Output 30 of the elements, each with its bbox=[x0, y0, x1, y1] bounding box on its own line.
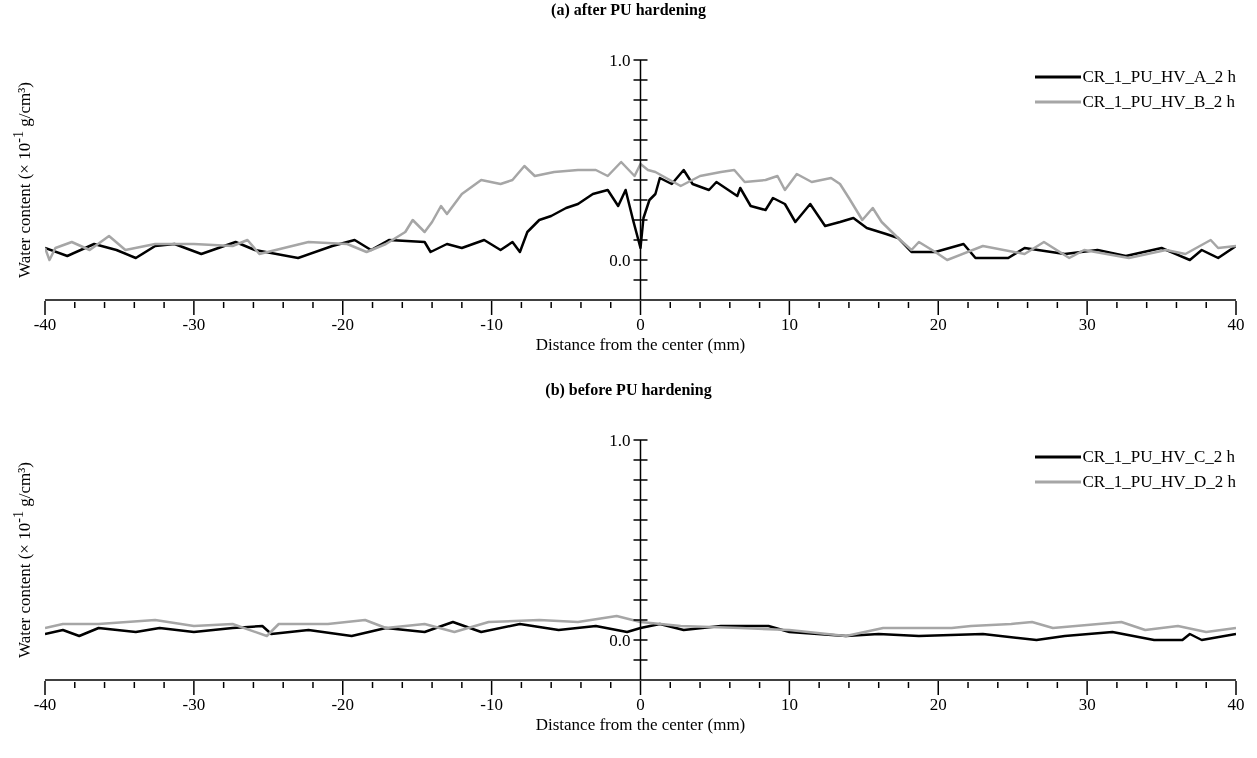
x-tick-label: 20 bbox=[929, 315, 947, 334]
x-tick-label: 40 bbox=[1227, 315, 1245, 334]
chart-title: (b) before PU hardening bbox=[544, 380, 713, 400]
x-tick-label: -20 bbox=[331, 315, 355, 334]
x-tick-label: -10 bbox=[480, 695, 503, 714]
x-tick-label: 30 bbox=[1078, 695, 1096, 714]
y-tick-label: 1.0 bbox=[609, 50, 631, 70]
y-tick-label: 1.0 bbox=[609, 430, 631, 450]
legend-label: CR_1_PU_HV_C_2 h bbox=[1082, 446, 1236, 467]
x-tick-label: 30 bbox=[1078, 315, 1096, 334]
x-tick-label: 40 bbox=[1227, 695, 1245, 714]
x-tick-label: -20 bbox=[331, 695, 355, 714]
chart-title: (a) after PU hardening bbox=[550, 0, 707, 20]
x-tick-label: 0 bbox=[636, 315, 645, 334]
legend-label: CR_1_PU_HV_D_2 h bbox=[1082, 471, 1236, 492]
x-axis-title: Distance from the center (mm) bbox=[535, 715, 746, 734]
legend-label: CR_1_PU_HV_A_2 h bbox=[1082, 66, 1236, 87]
x-tick-label: -10 bbox=[480, 315, 503, 334]
x-tick-label: -30 bbox=[182, 315, 206, 334]
y-tick-label: 0.0 bbox=[609, 630, 631, 650]
x-tick-label: 10 bbox=[780, 695, 798, 714]
legend-label: CR_1_PU_HV_B_2 h bbox=[1082, 91, 1236, 112]
x-tick-label: -30 bbox=[182, 695, 206, 714]
x-tick-label: 10 bbox=[780, 315, 798, 334]
x-tick-label: 0 bbox=[636, 695, 645, 714]
y-tick-label: 0.0 bbox=[609, 250, 631, 270]
x-tick-label: 20 bbox=[929, 695, 947, 714]
x-tick-label: -40 bbox=[33, 695, 57, 714]
x-axis-title: Distance from the center (mm) bbox=[535, 335, 746, 354]
x-tick-label: -40 bbox=[33, 315, 57, 334]
